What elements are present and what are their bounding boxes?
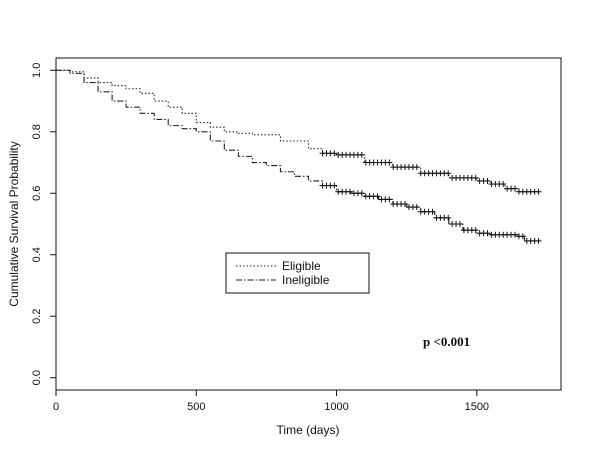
- censor-mark: [457, 221, 463, 227]
- censor-mark: [519, 233, 526, 240]
- censor-mark: [331, 182, 338, 189]
- y-axis-title: Cumulative Survival Probability: [7, 141, 21, 306]
- censor-mark: [445, 170, 452, 177]
- x-tick-label: 1000: [324, 401, 348, 413]
- series-layer: [56, 69, 542, 244]
- censor-mark: [445, 214, 452, 221]
- y-tick-label: 0.6: [31, 186, 43, 201]
- legend-label-eligible: Eligible: [282, 259, 321, 273]
- censor-mark: [472, 227, 479, 234]
- legend-label-ineligible: Ineligible: [282, 273, 330, 287]
- censor-mark: [535, 188, 542, 195]
- y-axis-ticks: 0.0 0.2 0.4 0.6 0.8 1.0: [31, 63, 56, 385]
- censor-mark: [413, 204, 420, 211]
- censor-mark: [535, 237, 542, 244]
- legend-box: [225, 252, 370, 294]
- censor-mark: [386, 196, 393, 203]
- censor-mark: [358, 151, 365, 158]
- y-tick-label: 0.2: [31, 309, 43, 324]
- x-tick-label: 0: [53, 401, 59, 413]
- censor-mark: [484, 177, 491, 184]
- censor-mark: [374, 193, 381, 200]
- y-tick-label: 0.0: [31, 370, 43, 385]
- x-axis-title: Time (days): [277, 423, 340, 437]
- series-line-ineligible: [56, 69, 542, 242]
- y-tick-label: 0.8: [31, 124, 43, 139]
- censor-mark: [386, 159, 393, 166]
- censor-mark: [429, 208, 436, 215]
- plot-frame: [55, 57, 562, 391]
- y-tick-label: 0.4: [31, 247, 43, 262]
- series-line-eligible: [56, 69, 539, 193]
- censor-mark: [511, 185, 518, 192]
- censor-mark: [500, 181, 507, 188]
- x-axis-ticks: 0 500 1000 1500: [53, 390, 489, 413]
- censor-mark: [358, 190, 365, 197]
- y-tick-label: 1.0: [31, 63, 43, 78]
- legend: Eligible Ineligible: [225, 252, 370, 294]
- censor-mark: [347, 188, 354, 195]
- x-tick-label: 500: [187, 401, 205, 413]
- x-tick-label: 1500: [465, 401, 489, 413]
- censor-mark: [484, 230, 491, 237]
- p-value-annotation: p <0.001: [423, 334, 470, 349]
- censor-mark: [413, 164, 420, 171]
- censor-mark: [331, 150, 338, 157]
- censor-mark: [402, 201, 409, 208]
- censor-mark: [511, 231, 518, 238]
- censor-mark: [472, 174, 479, 181]
